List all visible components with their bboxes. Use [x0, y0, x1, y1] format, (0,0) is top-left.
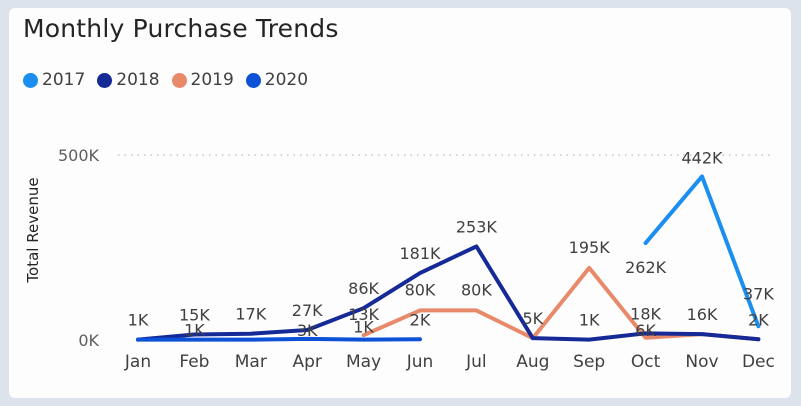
legend-label-2017: 2017	[42, 70, 86, 90]
legend-marker-2018	[97, 72, 113, 88]
x-tick-label: Feb	[179, 352, 209, 372]
legend-marker-2019	[171, 72, 187, 88]
x-tick-label: Aug	[516, 352, 549, 372]
data-label-2020: 1K	[184, 321, 205, 340]
chart-card: Monthly Purchase Trends 2017 2018 2019 2020	[9, 8, 791, 398]
x-tick-label: Nov	[685, 352, 718, 372]
data-label-2018: 18K	[630, 304, 661, 323]
data-label-2019: 80K	[405, 280, 436, 299]
data-label-2018: 1K	[579, 311, 600, 330]
series-line-2017[interactable]	[643, 174, 761, 329]
y-axis-title: Total Revenue	[24, 177, 42, 283]
legend-marker-2017	[23, 72, 38, 88]
data-label-2017: 262K	[625, 258, 667, 277]
data-label-2020: 3K	[297, 321, 318, 340]
x-tick-label: Apr	[292, 352, 321, 372]
data-label-2017: 442K	[681, 148, 723, 167]
x-tick-label: Jul	[465, 352, 487, 372]
legend-item-2020[interactable]: 2020	[245, 70, 309, 90]
legend-label-2019: 2019	[190, 70, 234, 90]
data-label-2019: 195K	[569, 238, 611, 257]
y-tick-label: 500K	[58, 146, 100, 165]
y-tick-label: 0K	[78, 331, 99, 350]
data-label-2018: 253K	[456, 217, 498, 236]
x-tick-label: Jun	[406, 352, 434, 372]
data-label-2018: 1K	[128, 311, 149, 330]
data-label-2019: 13K	[348, 305, 379, 324]
legend-item-2018[interactable]: 2018	[97, 70, 160, 90]
chart-title: Monthly Purchase Trends	[23, 14, 339, 43]
x-tick-label: Jan	[124, 352, 151, 372]
data-label-2017: 37K	[743, 284, 774, 303]
legend-item-2017[interactable]: 2017	[23, 70, 85, 90]
x-tick-label: Sep	[573, 352, 605, 372]
data-label-2018: 181K	[399, 244, 441, 263]
data-label-2018: 27K	[292, 301, 323, 320]
x-tick-label: Mar	[235, 352, 267, 372]
x-tick-label: Oct	[631, 352, 661, 372]
legend-label-2018: 2018	[116, 70, 160, 90]
series-line-2018[interactable]	[136, 244, 761, 342]
data-label-2018: 16K	[687, 305, 718, 324]
data-label-2018: 86K	[348, 279, 379, 298]
legend-item-2019[interactable]: 2019	[171, 70, 234, 90]
data-label-2018: 5K	[522, 309, 543, 328]
data-label-2020: 2K	[410, 310, 431, 329]
data-label-2020: 1K	[353, 318, 374, 337]
series-line-2020[interactable]	[136, 336, 422, 342]
data-label-2018: 15K	[179, 305, 210, 324]
x-tick-label: Dec	[742, 352, 775, 372]
data-label-2019: 6K	[635, 321, 656, 340]
chart-legend[interactable]: 2017 2018 2019 2020	[23, 66, 308, 94]
data-label-2018: 17K	[235, 305, 266, 324]
data-label-2019: 80K	[461, 280, 492, 299]
data-label-2018: 2K	[748, 310, 769, 329]
legend-label-2020: 2020	[264, 70, 309, 90]
x-tick-label: May	[346, 352, 381, 372]
legend-marker-2020	[245, 72, 261, 88]
